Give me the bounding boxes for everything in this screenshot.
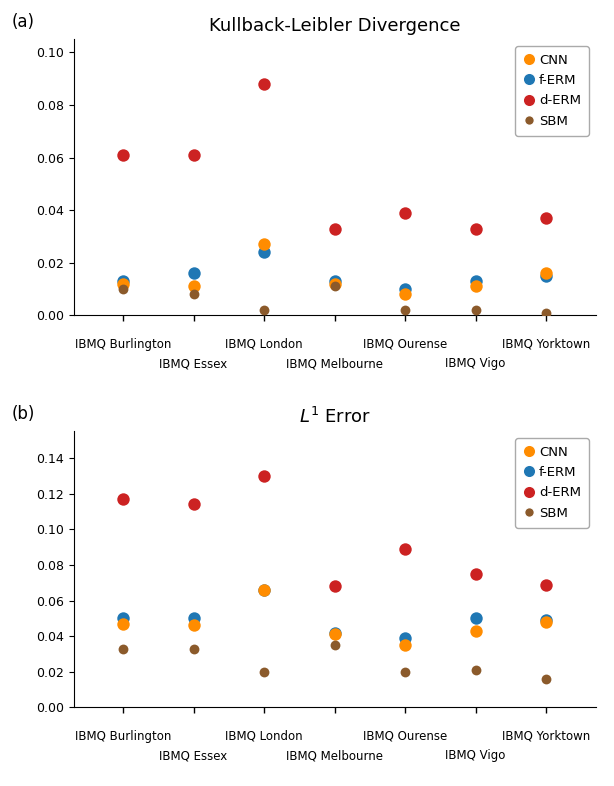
Point xyxy=(471,222,481,235)
Point xyxy=(330,277,340,290)
Text: IBMQ Yorktown: IBMQ Yorktown xyxy=(502,338,590,351)
Point xyxy=(259,469,269,482)
Point xyxy=(542,307,551,319)
Title: Kullback-Leibler Divergence: Kullback-Leibler Divergence xyxy=(209,17,460,35)
Point xyxy=(471,275,481,288)
Point xyxy=(330,639,340,652)
Legend: CNN, f-ERM, d-ERM, SBM: CNN, f-ERM, d-ERM, SBM xyxy=(515,438,589,527)
Text: IBMQ Melbourne: IBMQ Melbourne xyxy=(286,357,383,370)
Point xyxy=(330,275,340,288)
Point xyxy=(118,149,128,161)
Text: (a): (a) xyxy=(11,13,34,31)
Text: IBMQ Melbourne: IBMQ Melbourne xyxy=(286,749,383,762)
Point xyxy=(542,267,551,280)
Point xyxy=(542,673,551,685)
Point xyxy=(188,642,198,655)
Point xyxy=(471,304,481,317)
Point xyxy=(400,542,410,555)
Point xyxy=(400,288,410,300)
Point xyxy=(471,625,481,637)
Title: $L^1$ Error: $L^1$ Error xyxy=(298,407,371,427)
Point xyxy=(330,626,340,639)
Point xyxy=(259,238,269,251)
Text: IBMQ Yorktown: IBMQ Yorktown xyxy=(502,729,590,743)
Point xyxy=(188,267,198,280)
Point xyxy=(188,288,198,300)
Text: (b): (b) xyxy=(11,405,34,423)
Point xyxy=(118,277,128,290)
Point xyxy=(188,612,198,625)
Point xyxy=(542,211,551,224)
Point xyxy=(542,270,551,282)
Text: IBMQ Essex: IBMQ Essex xyxy=(160,749,228,762)
Point xyxy=(118,283,128,296)
Point xyxy=(259,583,269,596)
Point xyxy=(471,663,481,676)
Point xyxy=(259,246,269,259)
Point xyxy=(542,614,551,626)
Point xyxy=(118,275,128,288)
Point xyxy=(118,612,128,625)
Point xyxy=(400,632,410,645)
Point xyxy=(259,78,269,90)
Text: IBMQ Burlington: IBMQ Burlington xyxy=(75,729,171,743)
Text: IBMQ Burlington: IBMQ Burlington xyxy=(75,338,171,351)
Point xyxy=(259,583,269,596)
Point xyxy=(330,628,340,641)
Point xyxy=(118,617,128,630)
Point xyxy=(188,498,198,511)
Point xyxy=(542,615,551,628)
Point xyxy=(330,580,340,593)
Point xyxy=(542,578,551,591)
Point xyxy=(259,666,269,678)
Point xyxy=(400,283,410,296)
Point xyxy=(259,304,269,317)
Text: IBMQ London: IBMQ London xyxy=(225,338,303,351)
Point xyxy=(471,280,481,292)
Point xyxy=(330,222,340,235)
Point xyxy=(400,207,410,219)
Legend: CNN, f-ERM, d-ERM, SBM: CNN, f-ERM, d-ERM, SBM xyxy=(515,46,589,135)
Point xyxy=(118,493,128,505)
Point xyxy=(400,666,410,678)
Point xyxy=(471,612,481,625)
Point xyxy=(400,639,410,652)
Text: IBMQ Essex: IBMQ Essex xyxy=(160,357,228,370)
Point xyxy=(188,619,198,632)
Text: IBMQ Vigo: IBMQ Vigo xyxy=(446,749,506,762)
Text: IBMQ Vigo: IBMQ Vigo xyxy=(446,357,506,370)
Text: IBMQ London: IBMQ London xyxy=(225,729,303,743)
Point xyxy=(400,304,410,317)
Text: IBMQ Ourense: IBMQ Ourense xyxy=(363,338,447,351)
Point xyxy=(330,280,340,292)
Point xyxy=(188,149,198,161)
Point xyxy=(118,642,128,655)
Text: IBMQ Ourense: IBMQ Ourense xyxy=(363,729,447,743)
Point xyxy=(471,567,481,580)
Point xyxy=(188,280,198,292)
